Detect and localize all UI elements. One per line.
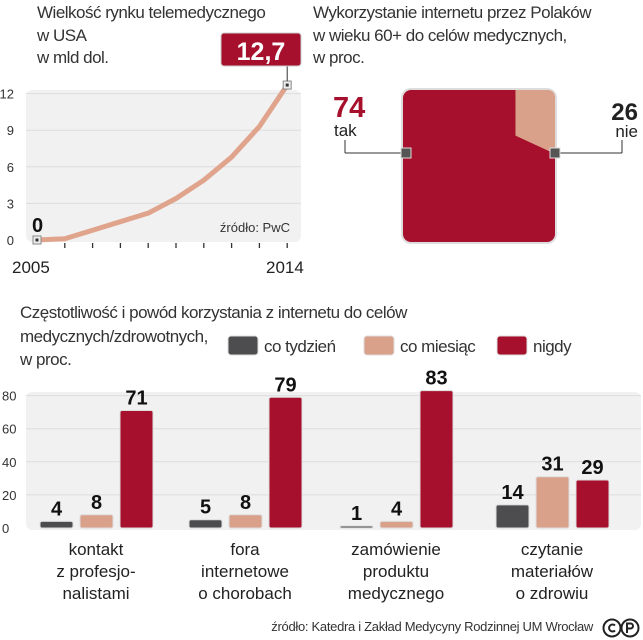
title-line: w mld dol. <box>37 48 109 68</box>
legend-swatch <box>363 335 395 356</box>
bar-value-label: 83 <box>425 368 447 390</box>
line-chart-title: Wielkość rynku telemedycznego w USA w ml… <box>37 3 266 68</box>
bar <box>228 514 263 529</box>
title-line: w proc. <box>20 350 72 370</box>
bar <box>339 525 374 529</box>
bar-chart-title: Częstotliwość i powód korzystania z inte… <box>20 303 407 370</box>
x-tick-label: 2005 <box>12 258 50 277</box>
title-line: Częstotliwość i powód korzystania z inte… <box>20 303 407 322</box>
bar-value-label: 1 <box>351 503 362 525</box>
title-line: Wielkość rynku telemedycznego <box>37 3 266 22</box>
y-tick-label: 6 <box>7 160 14 175</box>
bar-value-label: 5 <box>200 497 211 519</box>
source-label: źródło: PwC <box>220 220 290 235</box>
legend-label: co miesiąc <box>400 337 476 356</box>
pie-chart-title: Wykorzystanie internetu przez Polaków w … <box>313 3 592 68</box>
legend-swatch <box>227 335 259 356</box>
series-line <box>36 83 290 243</box>
bar-value-label: 31 <box>541 454 563 476</box>
y-tick-label: 3 <box>7 196 14 211</box>
bar <box>268 396 303 529</box>
category-label: nalistami <box>62 584 129 603</box>
y-tick-label: 40 <box>2 455 16 470</box>
title-line: Wykorzystanie internetu przez Polaków <box>313 3 592 22</box>
category-label: medycznego <box>348 584 444 603</box>
callout-marker <box>400 147 412 159</box>
category-label: kontakt <box>69 540 124 559</box>
bar <box>188 519 223 529</box>
x-tick-label: 2014 <box>266 258 304 277</box>
category-label: zamówienie <box>351 540 441 559</box>
legend-swatch <box>496 335 528 356</box>
category-label: z profesjo- <box>56 562 135 581</box>
plot-background <box>26 392 641 530</box>
y-tick-label: 60 <box>2 422 16 437</box>
y-tick-label: 9 <box>7 123 14 138</box>
legend-label: nigdy <box>533 337 572 356</box>
data-point-marker <box>35 238 39 242</box>
bar <box>495 504 530 529</box>
y-tick-label: 12 <box>0 87 14 102</box>
bar-value-label: 8 <box>240 492 251 514</box>
category-label: czytanie <box>521 540 583 559</box>
start-value-label: 0 <box>32 215 43 237</box>
plot-background <box>26 90 301 242</box>
bar <box>419 390 454 529</box>
pie-value-nie: 26 <box>611 99 638 126</box>
title-line: w USA <box>37 25 87 45</box>
pie-value-tak: 74 <box>333 92 365 124</box>
legend-label: co tydzień <box>264 337 336 356</box>
bar <box>39 520 74 529</box>
category-label: o zdrowiu <box>516 584 589 603</box>
category-label: produktu <box>363 562 429 581</box>
category-label: o chorobach <box>198 584 292 603</box>
footer-source: źródło: Katedra i Zakład Medycyny Rodzin… <box>271 619 593 634</box>
end-value-label: 12,7 <box>237 38 286 66</box>
end-value-box <box>220 32 302 67</box>
bar-value-label: 71 <box>125 387 147 409</box>
data-point-marker <box>285 83 289 87</box>
bar-value-label: 8 <box>91 492 102 514</box>
bar-value-label: 14 <box>501 482 524 504</box>
category-label: fora <box>230 540 260 559</box>
title-line: medycznych/zdrowotnych, <box>20 326 208 346</box>
bar <box>535 476 570 529</box>
bar-value-label: 4 <box>391 498 403 520</box>
y-tick-label: 0 <box>2 521 9 536</box>
bar-value-label: 29 <box>581 457 603 479</box>
category-label: internetowe <box>201 562 289 581</box>
y-tick-label: 80 <box>2 389 16 404</box>
bar <box>79 514 114 529</box>
cc-license-icon <box>602 618 640 638</box>
title-line: w wieku 60+ do celów medycznych, <box>313 25 567 45</box>
pie-label-nie: nie <box>615 122 638 141</box>
bar <box>379 520 414 529</box>
pie-slice-nie <box>515 90 555 154</box>
y-tick-label: 20 <box>2 488 16 503</box>
bar-value-label: 4 <box>51 498 63 520</box>
callout-marker <box>549 147 561 159</box>
category-label: materiałów <box>511 562 594 581</box>
title-line: w proc. <box>313 48 365 68</box>
bar-value-label: 79 <box>274 374 296 396</box>
bar <box>575 479 610 529</box>
y-tick-label: 0 <box>7 233 14 248</box>
pie-label-tak: tak <box>334 121 357 140</box>
bar <box>119 409 154 529</box>
